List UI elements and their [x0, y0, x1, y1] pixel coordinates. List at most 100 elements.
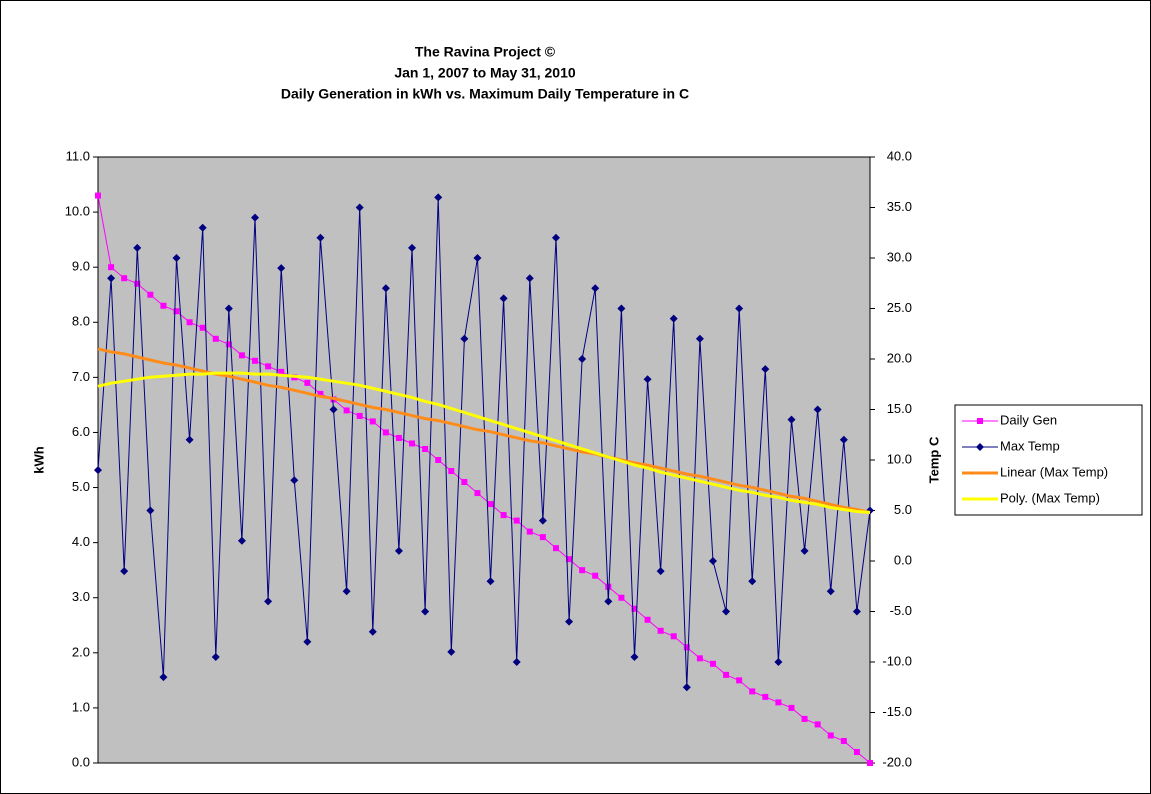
point-marker: [447, 647, 456, 656]
y2-tick-label: 35.0: [887, 199, 912, 214]
point-marker: [225, 341, 232, 348]
point-marker: [813, 405, 822, 414]
point-marker: [264, 597, 273, 606]
point-marker: [460, 334, 469, 343]
y-axis-title: kWh: [31, 446, 46, 474]
point-marker: [343, 407, 350, 414]
point-marker: [381, 284, 390, 293]
point-marker: [198, 223, 207, 232]
point-marker: [630, 652, 639, 661]
legend-label: Daily Gen: [1000, 412, 1057, 427]
plot-area: [97, 156, 871, 764]
point-marker: [290, 476, 299, 485]
point-marker: [748, 577, 757, 586]
legend-label: Poly. (Max Temp): [1000, 490, 1100, 505]
point-marker: [643, 375, 652, 384]
legend-box: [954, 404, 1143, 516]
point-marker: [839, 435, 848, 444]
point-marker: [591, 284, 600, 293]
point-marker: [160, 302, 167, 309]
trend-line: [97, 371, 871, 514]
point-marker: [749, 688, 756, 695]
point-marker: [512, 658, 521, 666]
point-marker: [552, 545, 559, 552]
legend-marker: [977, 418, 983, 424]
point-marker: [435, 457, 442, 463]
point-marker: [644, 616, 651, 623]
point-marker: [172, 254, 181, 262]
point-marker: [304, 379, 311, 386]
point-marker: [133, 243, 142, 252]
point-marker: [852, 607, 861, 616]
y-tick-label: 5.0: [72, 479, 90, 494]
y-tick-label: 7.0: [72, 369, 90, 384]
y-tick-label: 2.0: [72, 644, 90, 659]
point-marker: [421, 607, 430, 616]
point-marker: [265, 363, 272, 370]
point-marker: [252, 357, 259, 364]
point-marker: [538, 516, 547, 525]
point-marker: [146, 506, 155, 515]
y-tick-label: 3.0: [72, 589, 90, 604]
y-tick-label: 11.0: [66, 148, 90, 163]
point-marker: [303, 637, 312, 646]
point-marker: [631, 605, 638, 612]
point-marker: [159, 673, 168, 682]
point-marker: [395, 434, 402, 441]
chart-subtitle: Daily Generation in kWh vs. Maximum Dail…: [281, 86, 689, 102]
point-marker: [682, 683, 691, 692]
point-marker: [368, 627, 377, 636]
y2-tick-label: -10.0: [882, 653, 912, 668]
point-marker: [617, 304, 626, 313]
point-marker: [422, 445, 429, 452]
y2-tick-label: 15.0: [887, 401, 912, 416]
point-marker: [211, 652, 220, 661]
legend: Daily Gen Max Temp Linear (Max Temp) Poly. …: [954, 404, 1143, 516]
point-marker: [369, 418, 376, 425]
y-tick-label: 10.0: [65, 204, 90, 219]
y-tick-label: 1.0: [72, 699, 90, 714]
point-marker: [592, 572, 599, 579]
point-marker: [408, 243, 417, 252]
point-marker: [695, 334, 704, 343]
point-marker: [108, 264, 115, 271]
point-marker: [474, 490, 481, 497]
point-marker: [107, 274, 116, 283]
point-marker: [604, 597, 613, 606]
point-marker: [788, 704, 795, 711]
point-marker: [579, 567, 586, 574]
point-marker: [762, 693, 769, 700]
point-marker: [317, 390, 324, 397]
point-marker: [867, 760, 873, 766]
point-marker: [618, 594, 625, 601]
point-marker: [185, 435, 194, 444]
point-marker: [709, 660, 716, 667]
point-marker: [840, 737, 847, 744]
point-marker: [95, 192, 101, 199]
y-tick-label: 9.0: [72, 259, 90, 274]
point-marker: [683, 644, 690, 651]
point-marker: [605, 583, 612, 590]
point-marker: [539, 534, 546, 541]
y-tick-label: 6.0: [72, 424, 90, 439]
point-marker: [134, 280, 141, 287]
point-marker: [487, 501, 494, 508]
y-tick-label: 4.0: [72, 534, 90, 549]
chart-subtitle: Jan 1, 2007 to May 31, 2010: [394, 65, 576, 81]
point-marker: [316, 233, 325, 242]
y2-tick-label: 40.0: [887, 148, 912, 163]
point-marker: [461, 479, 468, 486]
y2-axis-title: Temp C: [926, 436, 941, 483]
point-marker: [670, 633, 677, 640]
chart-title: The Ravina Project ©: [415, 44, 556, 60]
point-marker: [224, 304, 233, 313]
point-marker: [853, 748, 860, 755]
point-marker: [251, 213, 260, 222]
point-marker: [735, 304, 744, 313]
point-marker: [473, 254, 482, 262]
y2-tick-label: 5.0: [894, 502, 912, 517]
point-marker: [565, 617, 574, 626]
trend-line: [97, 347, 871, 514]
y2-tick-label: 10.0: [887, 451, 912, 466]
point-marker: [173, 308, 180, 315]
